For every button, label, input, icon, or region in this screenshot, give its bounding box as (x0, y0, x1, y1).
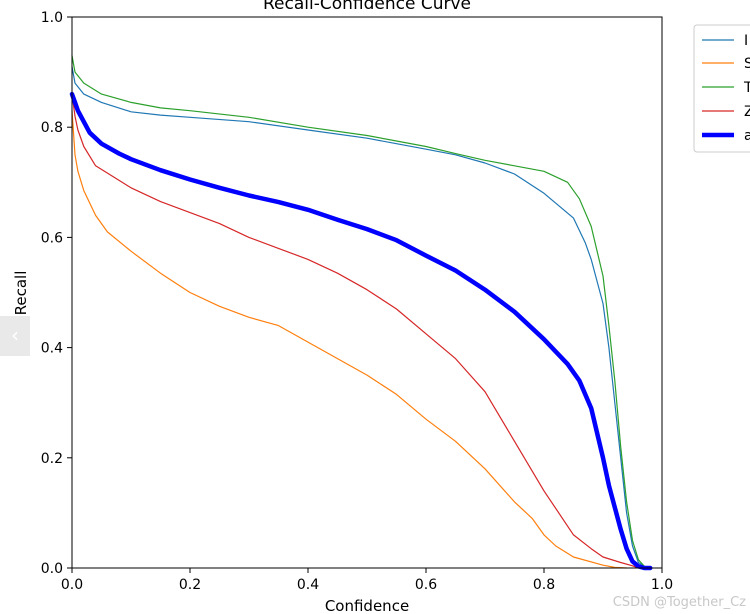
y-tick-label: 0.8 (41, 120, 63, 136)
legend-label: S (744, 56, 750, 72)
series-line-3 (71, 93, 640, 569)
legend-box (693, 24, 750, 153)
y-axis-label: Recall (12, 271, 30, 316)
x-tick-label: 0.2 (179, 577, 201, 593)
series-layer (69, 54, 653, 571)
series-line-2 (71, 54, 651, 569)
y-tick-label: 0.2 (41, 451, 63, 467)
y-axis: 0.0 0.2 0.4 0.6 0.8 1.0 (41, 10, 72, 577)
watermark: CSDN @Together_Cz (612, 595, 746, 610)
prev-page-button[interactable]: ‹ (0, 316, 30, 356)
x-tick-label: 1.0 (651, 577, 673, 593)
x-tick-label: 0.6 (415, 577, 437, 593)
legend-label: T (743, 80, 750, 96)
x-axis: 0.0 0.2 0.4 0.6 0.8 1.0 (61, 568, 673, 593)
chevron-left-icon: ‹ (11, 323, 19, 347)
x-tick-label: 0.0 (61, 577, 83, 593)
x-tick-label: 0.4 (297, 577, 319, 593)
y-tick-label: 0.0 (41, 561, 63, 577)
series-line-4 (69, 91, 653, 571)
series-line-1 (71, 110, 628, 569)
x-axis-label: Confidence (325, 597, 409, 614)
series-line-0 (71, 65, 651, 569)
legend-label: I (744, 33, 748, 49)
y-tick-label: 0.6 (41, 230, 63, 246)
legend-label: a (744, 128, 750, 144)
y-tick-label: 0.4 (41, 341, 63, 357)
y-tick-label: 1.0 (41, 10, 63, 26)
legend-label: Z (744, 104, 750, 120)
chart-title: Recall-Confidence Curve (263, 0, 471, 14)
plot-frame (71, 16, 663, 569)
x-tick-label: 0.8 (533, 577, 555, 593)
